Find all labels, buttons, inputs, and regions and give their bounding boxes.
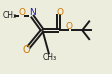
Text: O: O [57, 8, 64, 17]
Text: O: O [23, 45, 30, 55]
Text: CH₃: CH₃ [43, 53, 57, 62]
Text: O: O [18, 8, 25, 17]
Text: CH₃: CH₃ [2, 11, 16, 20]
Text: O: O [65, 22, 72, 31]
Text: N: N [30, 8, 36, 17]
